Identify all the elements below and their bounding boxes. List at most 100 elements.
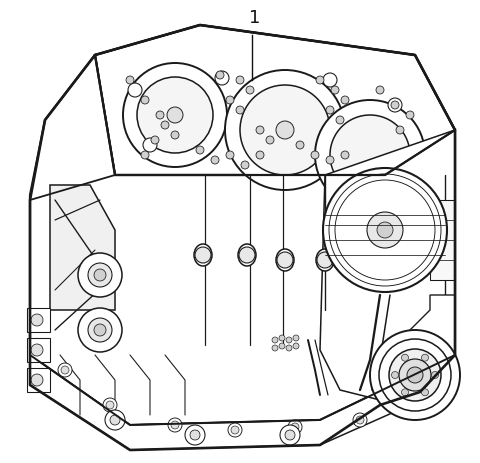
Circle shape (58, 363, 72, 377)
Polygon shape (400, 295, 455, 390)
Circle shape (239, 247, 255, 263)
Circle shape (286, 345, 292, 351)
Circle shape (316, 76, 324, 84)
Circle shape (293, 343, 299, 349)
Circle shape (94, 324, 106, 336)
Circle shape (406, 111, 414, 119)
Circle shape (392, 371, 398, 378)
Circle shape (341, 96, 349, 104)
Circle shape (216, 71, 224, 79)
Circle shape (226, 151, 234, 159)
Circle shape (317, 252, 333, 268)
Circle shape (388, 98, 402, 112)
Circle shape (156, 111, 164, 119)
Circle shape (141, 151, 149, 159)
Circle shape (432, 371, 439, 378)
Circle shape (323, 168, 447, 292)
Circle shape (407, 367, 423, 383)
Circle shape (168, 418, 182, 432)
Circle shape (401, 354, 408, 361)
Circle shape (215, 71, 229, 85)
Circle shape (236, 76, 244, 84)
Circle shape (137, 77, 213, 153)
Circle shape (315, 100, 425, 210)
Circle shape (341, 151, 349, 159)
Circle shape (421, 354, 429, 361)
Circle shape (293, 335, 299, 341)
Circle shape (103, 398, 117, 412)
Circle shape (141, 96, 149, 104)
Circle shape (279, 335, 285, 341)
Polygon shape (95, 25, 455, 175)
Circle shape (78, 308, 122, 352)
Circle shape (353, 413, 367, 427)
Polygon shape (27, 368, 50, 392)
Circle shape (78, 253, 122, 297)
Text: 1: 1 (249, 9, 261, 27)
Polygon shape (30, 355, 455, 450)
Circle shape (436, 366, 444, 374)
Polygon shape (27, 338, 50, 362)
Circle shape (279, 343, 285, 349)
Circle shape (151, 136, 159, 144)
Circle shape (110, 415, 120, 425)
Circle shape (171, 421, 179, 429)
Circle shape (335, 180, 435, 280)
Circle shape (106, 401, 114, 409)
Circle shape (161, 121, 169, 129)
Circle shape (105, 410, 125, 430)
Circle shape (143, 138, 157, 152)
Circle shape (123, 63, 227, 167)
Polygon shape (320, 130, 455, 400)
Circle shape (288, 420, 302, 434)
Circle shape (272, 345, 278, 351)
Circle shape (277, 252, 293, 268)
Circle shape (391, 101, 399, 109)
Circle shape (256, 126, 264, 134)
Circle shape (185, 425, 205, 445)
Circle shape (323, 73, 337, 87)
Circle shape (370, 330, 460, 420)
Circle shape (399, 359, 431, 391)
Circle shape (379, 339, 451, 411)
Circle shape (280, 425, 300, 445)
Polygon shape (27, 308, 50, 332)
Circle shape (336, 116, 344, 124)
Circle shape (330, 115, 410, 195)
Circle shape (272, 337, 278, 343)
Circle shape (190, 430, 200, 440)
Circle shape (228, 423, 242, 437)
Circle shape (211, 156, 219, 164)
Circle shape (326, 106, 334, 114)
Ellipse shape (238, 244, 256, 266)
Circle shape (286, 337, 292, 343)
Circle shape (167, 107, 183, 123)
Polygon shape (30, 55, 455, 425)
Circle shape (296, 141, 304, 149)
Circle shape (126, 76, 134, 84)
Circle shape (88, 318, 112, 342)
Circle shape (61, 366, 69, 374)
Circle shape (367, 212, 403, 248)
Circle shape (285, 430, 295, 440)
Circle shape (31, 314, 43, 326)
Circle shape (31, 344, 43, 356)
Circle shape (231, 426, 239, 434)
Circle shape (88, 263, 112, 287)
Circle shape (396, 126, 404, 134)
Circle shape (376, 86, 384, 94)
Circle shape (326, 156, 334, 164)
Circle shape (329, 174, 441, 286)
Polygon shape (430, 200, 455, 280)
Circle shape (411, 384, 419, 392)
Circle shape (195, 247, 211, 263)
Circle shape (94, 269, 106, 281)
Circle shape (356, 416, 364, 424)
Circle shape (331, 86, 339, 94)
Ellipse shape (194, 244, 212, 266)
Circle shape (171, 131, 179, 139)
Ellipse shape (276, 249, 294, 271)
Circle shape (236, 106, 244, 114)
Circle shape (276, 121, 294, 139)
Circle shape (128, 83, 142, 97)
